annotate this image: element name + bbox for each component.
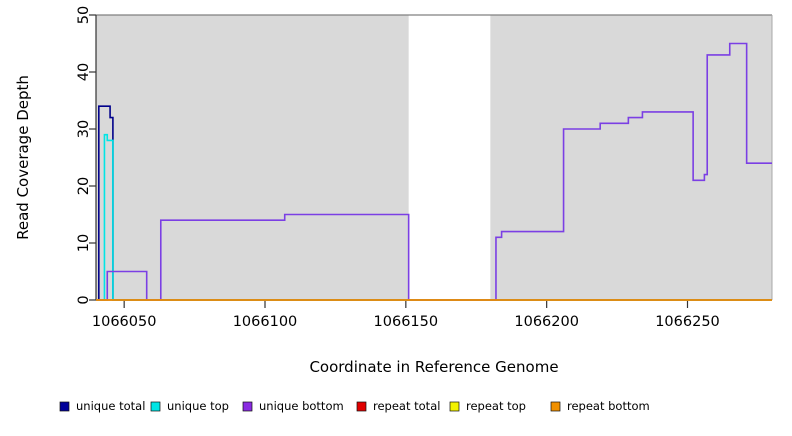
series-line-unique-bottom	[96, 42, 772, 301]
legend-label-repeat-total[interactable]: repeat total	[373, 399, 440, 413]
legend-label-repeat-bottom[interactable]: repeat bottom	[567, 399, 650, 413]
x-tick-label: 1066200	[514, 314, 579, 330]
legend-label-repeat-top[interactable]: repeat top	[466, 399, 526, 413]
x-axis-title: Coordinate in Reference Genome	[309, 358, 558, 376]
y-tick-label: 0	[76, 295, 92, 304]
chart-legend: unique total unique top unique bottom repea…	[59, 399, 650, 413]
legend-swatch-repeat-bottom[interactable]	[550, 401, 561, 412]
x-tick-label: 1066250	[655, 314, 720, 330]
y-tick-label: 20	[76, 177, 92, 195]
y-axis-title: Read Coverage Depth	[14, 75, 32, 240]
legend-label-unique-bottom[interactable]: unique bottom	[259, 399, 344, 413]
y-tick-label: 30	[76, 120, 92, 138]
legend-label-unique-top[interactable]: unique top	[167, 399, 229, 413]
legend-swatch-unique-top[interactable]	[150, 401, 161, 412]
legend-swatch-unique-total[interactable]	[59, 401, 70, 412]
x-tick-label: 1066100	[233, 314, 298, 330]
no-data-gap-region-0	[408, 15, 491, 300]
x-tick-label: 1066150	[374, 314, 439, 330]
y-tick-label: 40	[76, 63, 92, 81]
legend-label-unique-total[interactable]: unique total	[76, 399, 145, 413]
legend-swatch-repeat-total[interactable]	[356, 401, 367, 412]
x-tick-label: 1066050	[92, 314, 157, 330]
legend-swatch-unique-bottom[interactable]	[242, 401, 253, 412]
series-group	[96, 42, 772, 301]
legend-swatch-repeat-top[interactable]	[449, 401, 460, 412]
series-line-unique-top	[96, 133, 772, 301]
y-tick-label: 10	[76, 234, 92, 252]
y-tick-label: 50	[76, 6, 92, 24]
